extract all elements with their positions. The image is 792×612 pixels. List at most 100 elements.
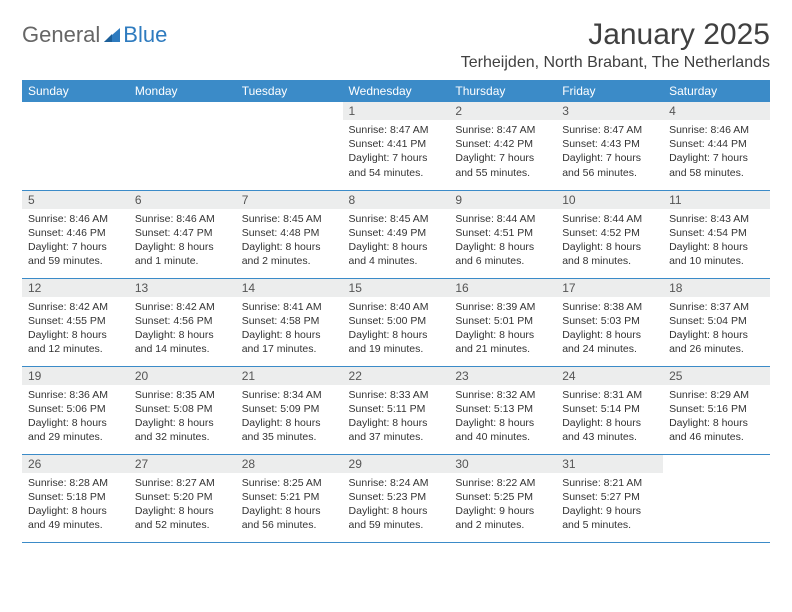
- daylight-text: Daylight: 8 hours and 29 minutes.: [28, 416, 123, 444]
- sunset-text: Sunset: 5:00 PM: [349, 314, 444, 328]
- sunrise-text: Sunrise: 8:27 AM: [135, 476, 230, 490]
- day-number: [236, 102, 343, 106]
- day-number: 21: [236, 367, 343, 385]
- daylight-text: Daylight: 8 hours and 43 minutes.: [562, 416, 657, 444]
- calendar-cell: 28Sunrise: 8:25 AMSunset: 5:21 PMDayligh…: [236, 454, 343, 542]
- sunrise-text: Sunrise: 8:29 AM: [669, 388, 764, 402]
- daylight-text: Daylight: 8 hours and 56 minutes.: [242, 504, 337, 532]
- sunrise-text: Sunrise: 8:21 AM: [562, 476, 657, 490]
- day-number: [129, 102, 236, 106]
- day-number: 23: [449, 367, 556, 385]
- calendar-cell: 8Sunrise: 8:45 AMSunset: 4:49 PMDaylight…: [343, 190, 450, 278]
- daylight-text: Daylight: 8 hours and 46 minutes.: [669, 416, 764, 444]
- calendar-cell: 23Sunrise: 8:32 AMSunset: 5:13 PMDayligh…: [449, 366, 556, 454]
- day-body: Sunrise: 8:27 AMSunset: 5:20 PMDaylight:…: [129, 473, 236, 537]
- day-number: 11: [663, 191, 770, 209]
- sunrise-text: Sunrise: 8:46 AM: [28, 212, 123, 226]
- day-number: 4: [663, 102, 770, 120]
- daylight-text: Daylight: 8 hours and 52 minutes.: [135, 504, 230, 532]
- daylight-text: Daylight: 8 hours and 17 minutes.: [242, 328, 337, 356]
- location-text: Terheijden, North Brabant, The Netherlan…: [461, 54, 770, 72]
- calendar-cell: 11Sunrise: 8:43 AMSunset: 4:54 PMDayligh…: [663, 190, 770, 278]
- day-number: 18: [663, 279, 770, 297]
- sunset-text: Sunset: 5:21 PM: [242, 490, 337, 504]
- day-body: Sunrise: 8:33 AMSunset: 5:11 PMDaylight:…: [343, 385, 450, 449]
- day-number: 19: [22, 367, 129, 385]
- calendar-cell: 26Sunrise: 8:28 AMSunset: 5:18 PMDayligh…: [22, 454, 129, 542]
- day-body: Sunrise: 8:35 AMSunset: 5:08 PMDaylight:…: [129, 385, 236, 449]
- sunrise-text: Sunrise: 8:43 AM: [669, 212, 764, 226]
- sunrise-text: Sunrise: 8:31 AM: [562, 388, 657, 402]
- logo-sail-icon: [102, 26, 122, 44]
- sunrise-text: Sunrise: 8:47 AM: [349, 123, 444, 137]
- day-body: Sunrise: 8:47 AMSunset: 4:43 PMDaylight:…: [556, 120, 663, 184]
- day-number: 7: [236, 191, 343, 209]
- calendar-cell: 30Sunrise: 8:22 AMSunset: 5:25 PMDayligh…: [449, 454, 556, 542]
- sunset-text: Sunset: 5:11 PM: [349, 402, 444, 416]
- daylight-text: Daylight: 8 hours and 19 minutes.: [349, 328, 444, 356]
- sunrise-text: Sunrise: 8:35 AM: [135, 388, 230, 402]
- day-body: Sunrise: 8:46 AMSunset: 4:46 PMDaylight:…: [22, 209, 129, 273]
- calendar-body: 1Sunrise: 8:47 AMSunset: 4:41 PMDaylight…: [22, 102, 770, 542]
- day-number: 28: [236, 455, 343, 473]
- sunrise-text: Sunrise: 8:38 AM: [562, 300, 657, 314]
- daylight-text: Daylight: 8 hours and 6 minutes.: [455, 240, 550, 268]
- sunrise-text: Sunrise: 8:32 AM: [455, 388, 550, 402]
- sunset-text: Sunset: 5:14 PM: [562, 402, 657, 416]
- daylight-text: Daylight: 8 hours and 37 minutes.: [349, 416, 444, 444]
- sunset-text: Sunset: 5:18 PM: [28, 490, 123, 504]
- daylight-text: Daylight: 8 hours and 4 minutes.: [349, 240, 444, 268]
- day-number: 27: [129, 455, 236, 473]
- day-body: Sunrise: 8:44 AMSunset: 4:52 PMDaylight:…: [556, 209, 663, 273]
- sunset-text: Sunset: 5:09 PM: [242, 402, 337, 416]
- day-body: Sunrise: 8:24 AMSunset: 5:23 PMDaylight:…: [343, 473, 450, 537]
- day-number: 5: [22, 191, 129, 209]
- day-body: Sunrise: 8:34 AMSunset: 5:09 PMDaylight:…: [236, 385, 343, 449]
- day-number: 10: [556, 191, 663, 209]
- day-body: Sunrise: 8:36 AMSunset: 5:06 PMDaylight:…: [22, 385, 129, 449]
- header: GeneralBlue January 2025 Terheijden, Nor…: [22, 18, 770, 72]
- daylight-text: Daylight: 9 hours and 2 minutes.: [455, 504, 550, 532]
- calendar-cell: [663, 454, 770, 542]
- sunset-text: Sunset: 5:27 PM: [562, 490, 657, 504]
- weekday-sat: Saturday: [663, 80, 770, 102]
- daylight-text: Daylight: 8 hours and 49 minutes.: [28, 504, 123, 532]
- calendar-cell: 29Sunrise: 8:24 AMSunset: 5:23 PMDayligh…: [343, 454, 450, 542]
- sunrise-text: Sunrise: 8:46 AM: [669, 123, 764, 137]
- sunset-text: Sunset: 4:51 PM: [455, 226, 550, 240]
- sunrise-text: Sunrise: 8:45 AM: [349, 212, 444, 226]
- sunset-text: Sunset: 4:52 PM: [562, 226, 657, 240]
- daylight-text: Daylight: 8 hours and 12 minutes.: [28, 328, 123, 356]
- sunset-text: Sunset: 5:23 PM: [349, 490, 444, 504]
- sunrise-text: Sunrise: 8:47 AM: [455, 123, 550, 137]
- sunset-text: Sunset: 4:58 PM: [242, 314, 337, 328]
- daylight-text: Daylight: 7 hours and 55 minutes.: [455, 151, 550, 179]
- weekday-sun: Sunday: [22, 80, 129, 102]
- sunset-text: Sunset: 4:49 PM: [349, 226, 444, 240]
- day-body: Sunrise: 8:39 AMSunset: 5:01 PMDaylight:…: [449, 297, 556, 361]
- day-body: Sunrise: 8:47 AMSunset: 4:42 PMDaylight:…: [449, 120, 556, 184]
- calendar-cell: 6Sunrise: 8:46 AMSunset: 4:47 PMDaylight…: [129, 190, 236, 278]
- day-number: 20: [129, 367, 236, 385]
- daylight-text: Daylight: 7 hours and 56 minutes.: [562, 151, 657, 179]
- sunrise-text: Sunrise: 8:44 AM: [562, 212, 657, 226]
- day-body: Sunrise: 8:46 AMSunset: 4:47 PMDaylight:…: [129, 209, 236, 273]
- sunrise-text: Sunrise: 8:44 AM: [455, 212, 550, 226]
- sunrise-text: Sunrise: 8:46 AM: [135, 212, 230, 226]
- day-body: Sunrise: 8:45 AMSunset: 4:49 PMDaylight:…: [343, 209, 450, 273]
- daylight-text: Daylight: 8 hours and 32 minutes.: [135, 416, 230, 444]
- day-number: [22, 102, 129, 106]
- day-body: Sunrise: 8:43 AMSunset: 4:54 PMDaylight:…: [663, 209, 770, 273]
- sunrise-text: Sunrise: 8:41 AM: [242, 300, 337, 314]
- calendar-cell: [129, 102, 236, 190]
- calendar-cell: 18Sunrise: 8:37 AMSunset: 5:04 PMDayligh…: [663, 278, 770, 366]
- calendar-cell: 20Sunrise: 8:35 AMSunset: 5:08 PMDayligh…: [129, 366, 236, 454]
- day-body: Sunrise: 8:40 AMSunset: 5:00 PMDaylight:…: [343, 297, 450, 361]
- day-number: 15: [343, 279, 450, 297]
- daylight-text: Daylight: 8 hours and 2 minutes.: [242, 240, 337, 268]
- calendar-cell: 24Sunrise: 8:31 AMSunset: 5:14 PMDayligh…: [556, 366, 663, 454]
- sunrise-text: Sunrise: 8:45 AM: [242, 212, 337, 226]
- calendar-table: Sunday Monday Tuesday Wednesday Thursday…: [22, 80, 770, 543]
- daylight-text: Daylight: 8 hours and 24 minutes.: [562, 328, 657, 356]
- calendar-cell: 21Sunrise: 8:34 AMSunset: 5:09 PMDayligh…: [236, 366, 343, 454]
